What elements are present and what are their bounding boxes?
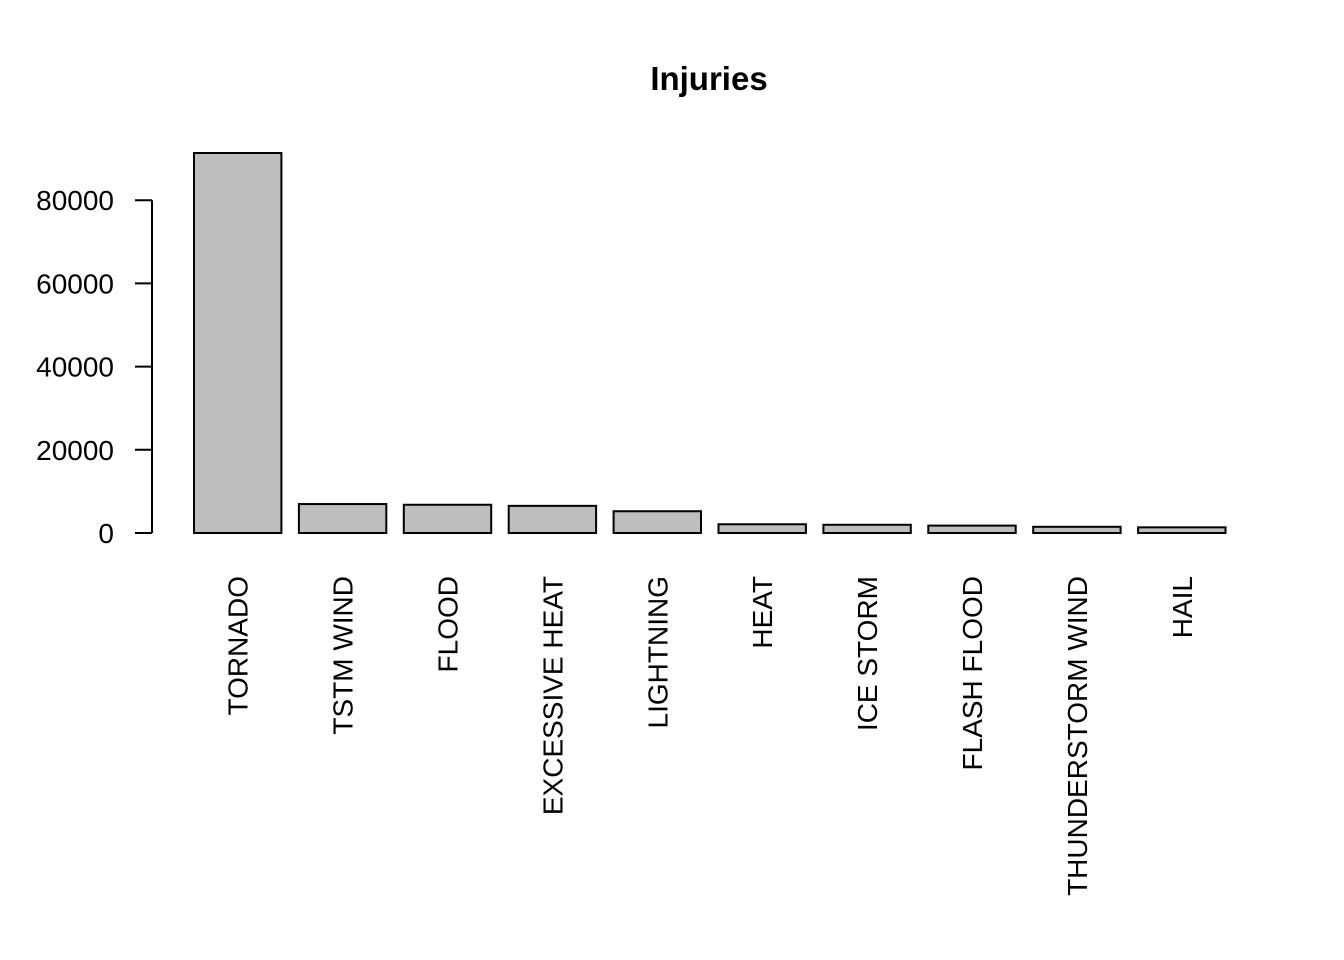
bar-tstm-wind — [297, 503, 388, 535]
y-axis: 0 20000 40000 60000 80000 — [36, 185, 153, 549]
bar-thunderstorm-wind — [1032, 525, 1122, 535]
y-tick-label: 80000 — [36, 185, 114, 216]
bar-ice-storm — [822, 523, 912, 535]
bars-group — [193, 152, 1227, 535]
category-label: FLOOD — [433, 576, 464, 672]
category-label: ICE STORM — [852, 576, 883, 731]
bar-flash-flood — [927, 524, 1017, 534]
category-label: LIGHTNING — [642, 576, 673, 728]
category-label: TORNADO — [223, 576, 254, 716]
category-label: HAIL — [1167, 576, 1198, 638]
y-tick-label: 0 — [98, 518, 114, 549]
bar-lightning — [612, 510, 702, 534]
bar-heat — [717, 523, 807, 534]
category-labels: TORNADO TSTM WIND FLOOD EXCESSIVE HEAT LIGHT… — [223, 576, 1198, 896]
category-label: TSTM WIND — [328, 576, 359, 735]
chart-title: Injuries — [650, 60, 767, 97]
y-tick-label: 40000 — [36, 352, 114, 383]
category-label: FLASH FLOOD — [957, 576, 988, 770]
category-label: EXCESSIVE HEAT — [537, 576, 568, 815]
y-tick-label: 20000 — [36, 435, 114, 466]
y-tick-label: 60000 — [36, 268, 114, 299]
bar-flood — [402, 503, 493, 535]
category-label: HEAT — [747, 576, 778, 649]
category-label: THUNDERSTORM WIND — [1062, 576, 1093, 896]
bar-tornado — [193, 152, 283, 534]
bar-hail — [1137, 526, 1227, 535]
bar-excessive-heat — [507, 504, 598, 535]
